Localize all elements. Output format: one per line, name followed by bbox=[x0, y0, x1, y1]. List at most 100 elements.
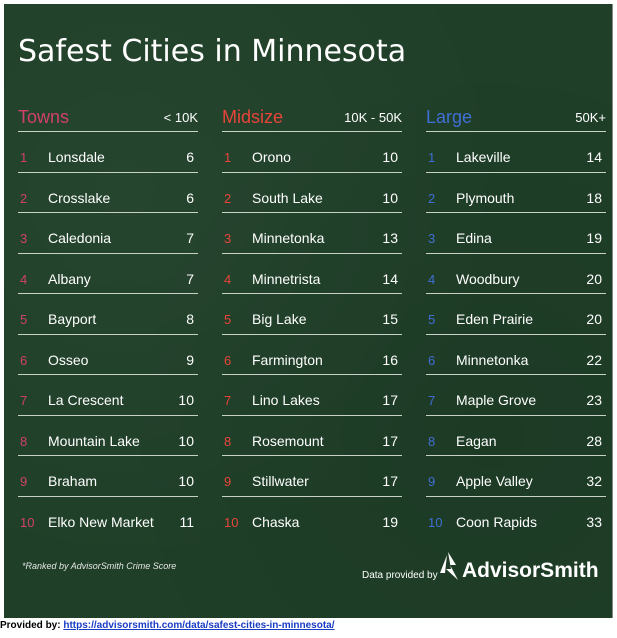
crime-score: 11 bbox=[179, 513, 194, 530]
crime-score: 16 bbox=[382, 351, 398, 368]
list-item: 4 Minnetrista 14 bbox=[222, 254, 402, 295]
list-item: 6 Osseo 9 bbox=[18, 335, 198, 376]
city-name: Coon Rapids bbox=[456, 513, 537, 530]
rank: 4 bbox=[428, 271, 436, 287]
rank: 7 bbox=[20, 393, 28, 408]
city-name: Caledonia bbox=[48, 230, 112, 246]
footnote: *Ranked by AdvisorSmith Crime Score bbox=[22, 561, 177, 571]
city-name: Rosemount bbox=[252, 432, 324, 449]
source-line: Provided by: https://advisorsmith.com/da… bbox=[0, 620, 335, 631]
city-name: Stillwater bbox=[252, 473, 309, 489]
rank: 7 bbox=[428, 393, 436, 408]
list-item: 9 Apple Valley 32 bbox=[426, 456, 606, 497]
crime-score: 17 bbox=[382, 432, 398, 449]
crime-score: 14 bbox=[586, 149, 602, 165]
list-item: 7 Lino Lakes 17 bbox=[222, 375, 402, 416]
list-item: 8 Eagan 28 bbox=[426, 416, 606, 457]
city-name: La Crescent bbox=[48, 392, 124, 408]
rank: 10 bbox=[428, 514, 443, 530]
crime-score: 6 bbox=[186, 149, 194, 165]
column-name: Towns bbox=[18, 107, 70, 127]
crime-score: 19 bbox=[586, 230, 602, 246]
city-name: Chaska bbox=[252, 513, 300, 530]
crime-score: 7 bbox=[186, 230, 194, 246]
city-name: Lonsdale bbox=[48, 149, 105, 165]
city-name: Eagan bbox=[456, 432, 497, 449]
list-item: 4 Albany 7 bbox=[18, 254, 198, 295]
rank: 4 bbox=[20, 271, 28, 287]
list-item: 3 Minnetonka 13 bbox=[222, 213, 402, 254]
city-name: Crosslake bbox=[48, 189, 111, 206]
rank: 6 bbox=[428, 352, 436, 368]
rank: 10 bbox=[20, 514, 35, 530]
city-name: Farmington bbox=[252, 351, 323, 368]
city-name: Plymouth bbox=[456, 189, 515, 206]
city-name: Eden Prairie bbox=[456, 311, 534, 327]
rank: 2 bbox=[224, 190, 232, 206]
column-header: Towns < 10K bbox=[18, 104, 198, 132]
crime-score: 20 bbox=[586, 311, 602, 327]
crime-score: 10 bbox=[178, 432, 194, 449]
crime-score: 10 bbox=[382, 189, 398, 206]
list-item: 8 Rosemount 17 bbox=[222, 416, 402, 457]
crime-score: 14 bbox=[382, 270, 398, 287]
rank: 9 bbox=[20, 474, 28, 489]
rank: 1 bbox=[20, 150, 28, 165]
rank: 7 bbox=[224, 393, 232, 408]
rank: 2 bbox=[428, 190, 436, 206]
source-link[interactable]: https://advisorsmith.com/data/safest-cit… bbox=[63, 620, 335, 631]
city-name: Albany bbox=[48, 270, 91, 287]
city-name: Braham bbox=[48, 473, 98, 489]
crime-score: 22 bbox=[586, 351, 602, 368]
column-range: 10K - 50K bbox=[344, 110, 402, 125]
crime-score: 17 bbox=[382, 392, 398, 408]
column-large: Large 50K+ 1 Lakeville 14 2 Plymouth 18 3 Edi… bbox=[426, 104, 606, 537]
crime-score: 23 bbox=[586, 392, 602, 408]
crime-score: 10 bbox=[382, 149, 398, 165]
rank: 5 bbox=[20, 312, 28, 327]
city-name: Minnetonka bbox=[252, 230, 325, 246]
city-name: South Lake bbox=[252, 189, 323, 206]
list-item: 2 Crosslake 6 bbox=[18, 173, 198, 214]
list-item: 6 Minnetonka 22 bbox=[426, 335, 606, 376]
rank: 10 bbox=[224, 514, 239, 530]
crime-score: 7 bbox=[186, 270, 194, 287]
crime-score: 20 bbox=[586, 270, 602, 287]
list-item: 4 Woodbury 20 bbox=[426, 254, 606, 295]
rank: 8 bbox=[20, 433, 28, 449]
list-item: 10 Elko New Market 11 bbox=[18, 497, 198, 538]
list-item: 10 Coon Rapids 33 bbox=[426, 497, 606, 538]
list-item: 5 Bayport 8 bbox=[18, 294, 198, 335]
list-item: 5 Eden Prairie 20 bbox=[426, 294, 606, 335]
list-item: 3 Edina 19 bbox=[426, 213, 606, 254]
crime-score: 28 bbox=[586, 432, 602, 449]
list-item: 1 Orono 10 bbox=[222, 132, 402, 173]
rank: 5 bbox=[428, 312, 436, 327]
column-midsize: Midsize 10K - 50K 1 Orono 10 2 South Lake 10… bbox=[222, 104, 402, 537]
city-name: Maple Grove bbox=[456, 392, 537, 408]
crime-score: 8 bbox=[186, 311, 194, 327]
column-towns: Towns < 10K 1 Lonsdale 6 2 Crosslake 6 3 Cale… bbox=[18, 104, 198, 537]
column-header: Large 50K+ bbox=[426, 104, 606, 132]
crime-score: 10 bbox=[178, 473, 194, 489]
rank: 3 bbox=[20, 231, 28, 246]
list-item: 9 Braham 10 bbox=[18, 456, 198, 497]
city-name: Minnetrista bbox=[252, 270, 321, 287]
city-name: Big Lake bbox=[252, 311, 307, 327]
city-name: Bayport bbox=[48, 311, 97, 327]
list-item: 7 Maple Grove 23 bbox=[426, 375, 606, 416]
rank: 6 bbox=[224, 352, 232, 368]
city-name: Woodbury bbox=[456, 270, 520, 287]
list-item: 1 Lonsdale 6 bbox=[18, 132, 198, 173]
page-title: Safest Cities in Minnesota bbox=[18, 34, 407, 69]
list-item: 10 Chaska 19 bbox=[222, 497, 402, 538]
city-name: Osseo bbox=[48, 351, 89, 368]
crime-score: 10 bbox=[178, 392, 194, 408]
list-item: 1 Lakeville 14 bbox=[426, 132, 606, 173]
infographic-panel: Safest Cities in Minnesota Towns < 10K 1… bbox=[4, 4, 613, 618]
rank: 8 bbox=[428, 433, 436, 449]
city-name: Lakeville bbox=[456, 149, 511, 165]
column-header: Midsize 10K - 50K bbox=[222, 104, 402, 132]
advisorsmith-logo-icon bbox=[440, 552, 458, 580]
city-name: Lino Lakes bbox=[252, 392, 320, 408]
